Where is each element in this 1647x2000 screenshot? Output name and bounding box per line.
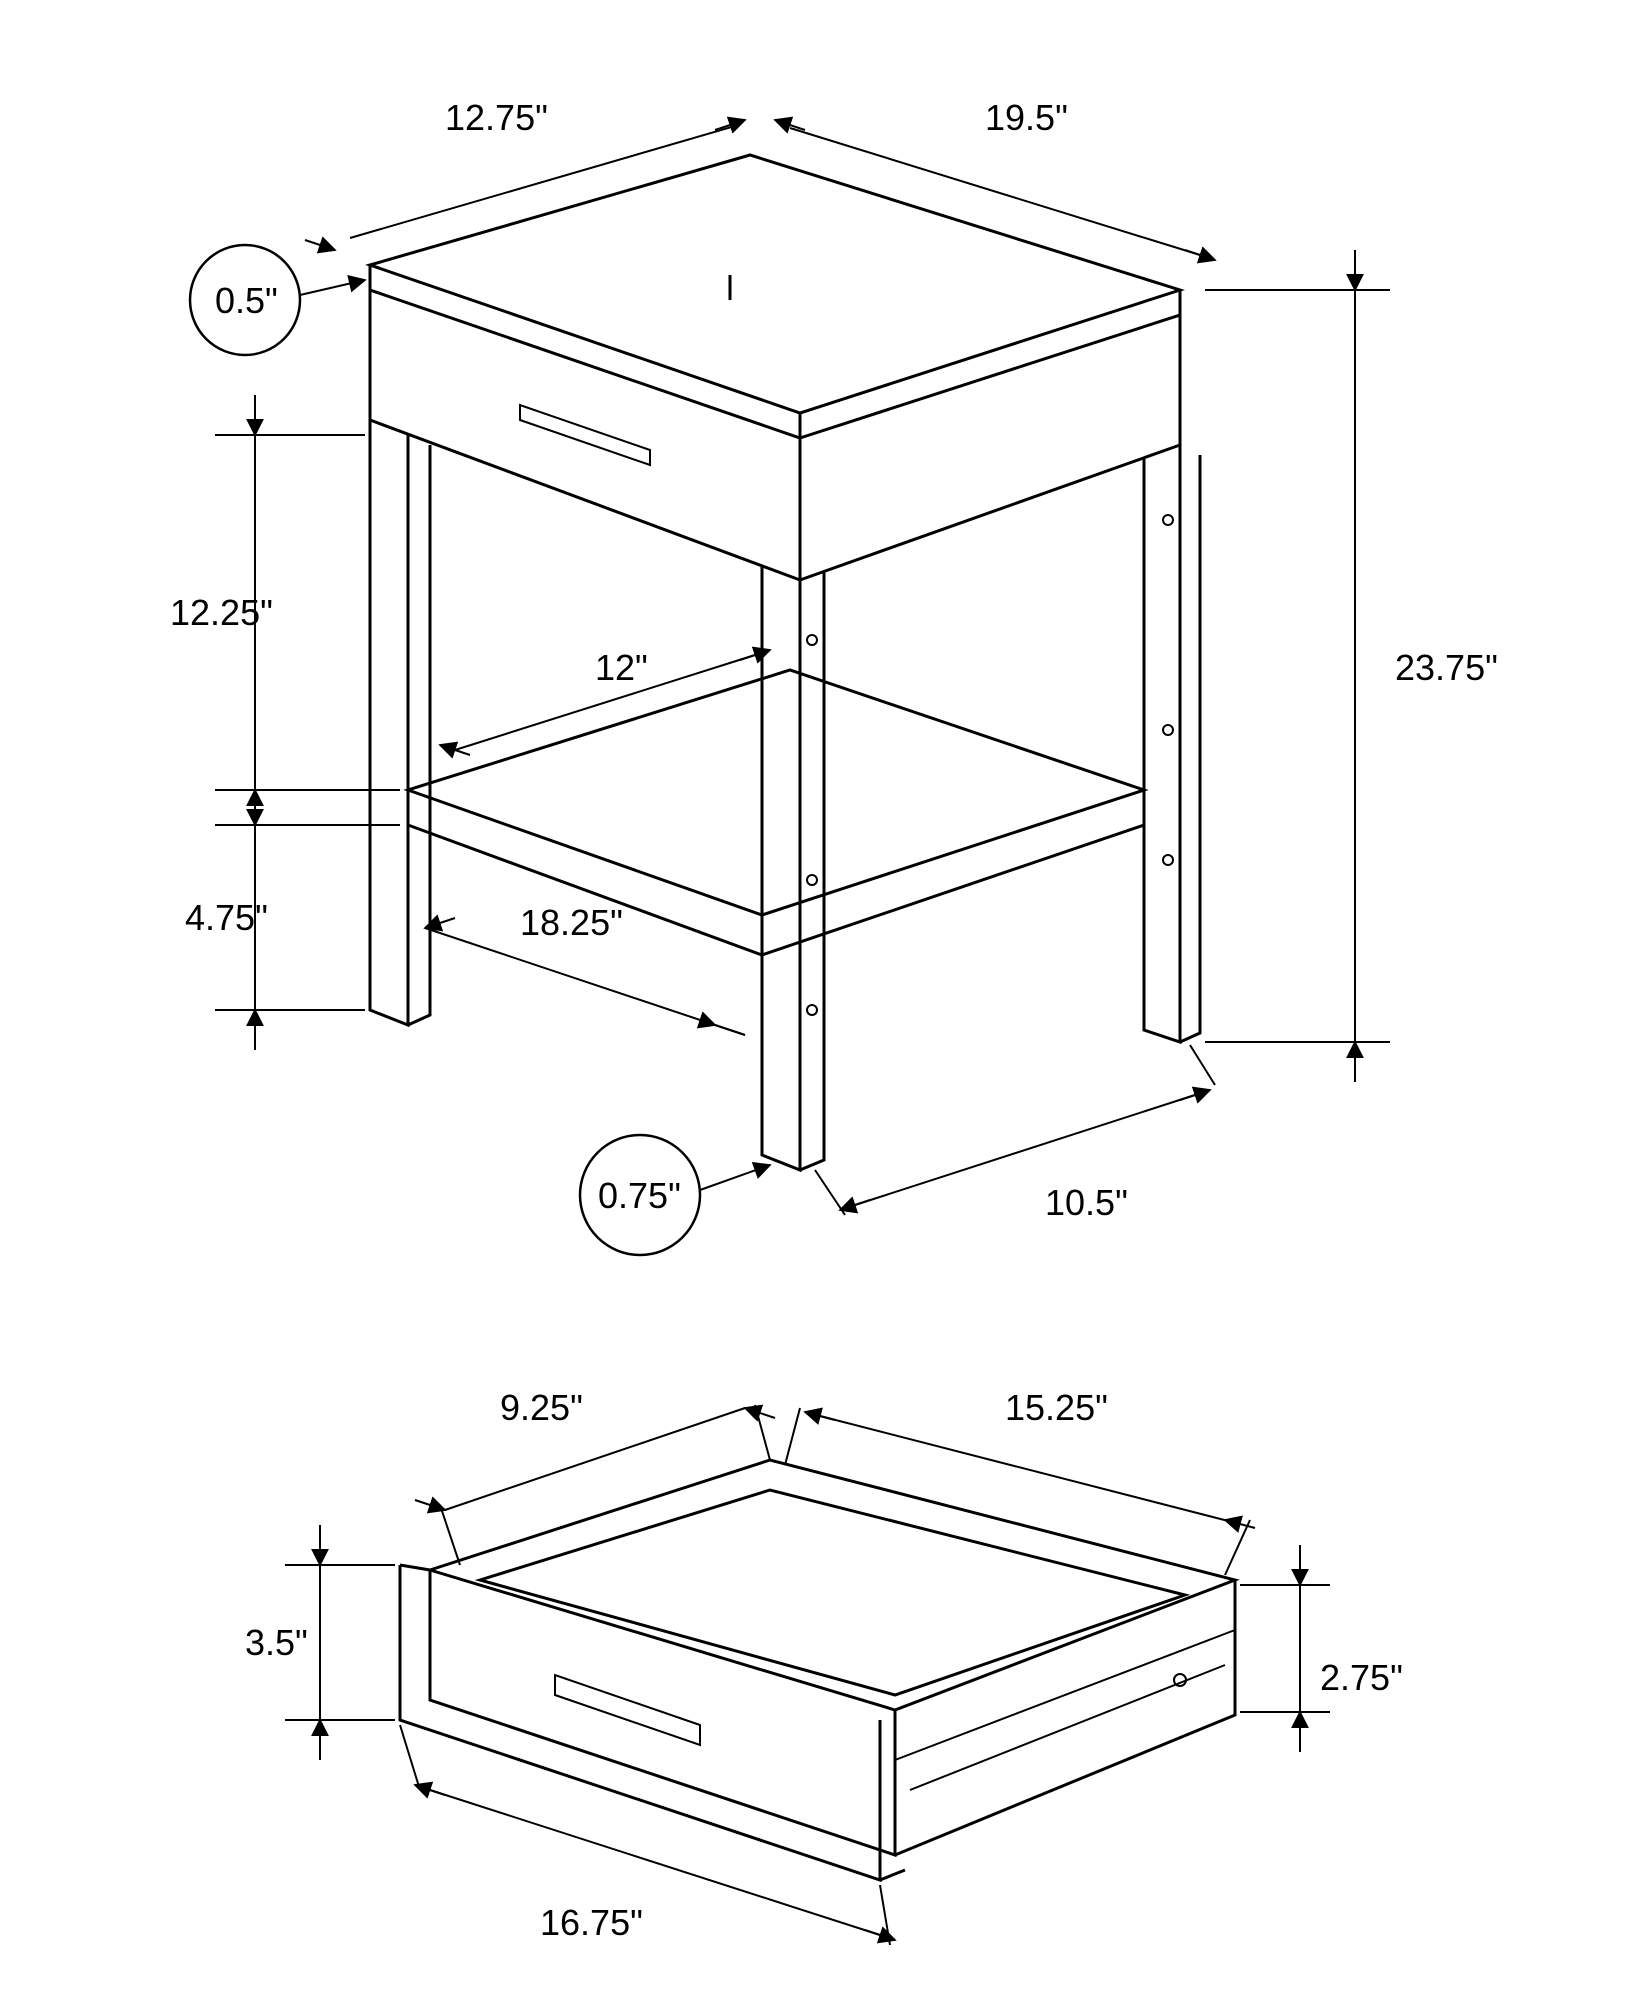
- dim-overall-height: 23.75": [1395, 647, 1498, 688]
- dim-base-depth: 10.5": [1045, 1182, 1128, 1223]
- dim-top-depth: 12.75": [445, 97, 548, 138]
- dim-frame-thickness: 0.75": [598, 1175, 681, 1216]
- dim-shelf-width: 18.25": [520, 902, 623, 943]
- dim-drawer-outer-height: 3.5": [245, 1622, 308, 1663]
- dim-top-thickness: 0.5": [215, 280, 278, 321]
- dim-leg-clearance: 4.75": [185, 897, 268, 938]
- table-drawing: 12.75" 19.5" 0.5" 12.25" 4.75" 12": [170, 97, 1498, 1255]
- dim-drawer-inner-width: 15.25": [1005, 1387, 1108, 1428]
- dim-drawer-inner-depth: 9.25": [500, 1387, 583, 1428]
- dim-shelf-depth: 12": [595, 647, 648, 688]
- dim-opening-height: 12.25": [170, 592, 273, 633]
- dimension-drawing: 12.75" 19.5" 0.5" 12.25" 4.75" 12": [0, 0, 1647, 2000]
- dim-top-width: 19.5": [985, 97, 1068, 138]
- dim-drawer-inner-height: 2.75": [1320, 1657, 1403, 1698]
- drawer-drawing: 9.25" 15.25" 3.5" 2.75" 16.75": [245, 1387, 1403, 1945]
- dim-drawer-outer-width: 16.75": [540, 1902, 643, 1943]
